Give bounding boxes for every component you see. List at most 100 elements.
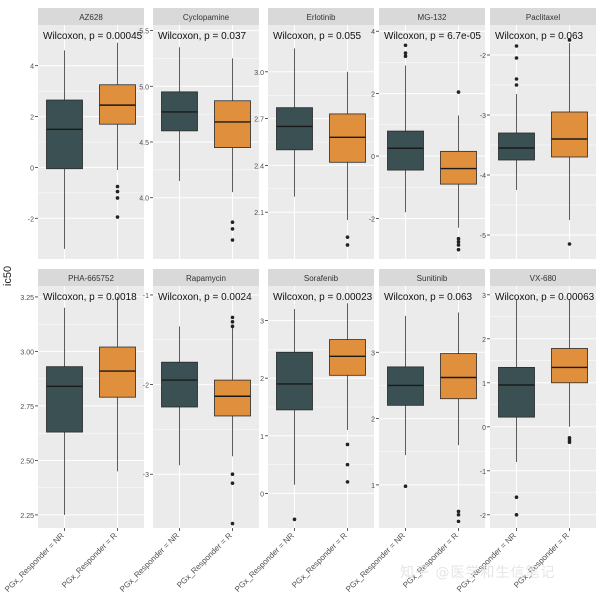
facet-pha-665752: PHA-665752 2.25 2.50 2.75 3.00 3.25 Wilcoxon, … <box>3 269 144 594</box>
outlier-point <box>514 83 519 87</box>
box-nr <box>161 361 198 408</box>
facet-strip <box>38 269 144 286</box>
y-tick-label: 2 <box>371 417 375 424</box>
wilcoxon-annotation: Wilcoxon, p = 6.7e-05 <box>384 31 481 42</box>
outlier-point <box>456 243 461 247</box>
y-tick-label: -2 <box>143 383 149 390</box>
facet-strip <box>379 269 485 286</box>
box-nr <box>498 132 535 161</box>
y-tick-label: 0 <box>482 425 486 432</box>
y-tick-label: -2 <box>28 216 34 223</box>
outlier-point <box>403 43 408 48</box>
y-tick-label: 3.0 <box>254 70 264 77</box>
outlier-point <box>345 442 350 447</box>
y-tick-label: 4.5 <box>139 140 149 147</box>
outlier-point <box>403 484 408 489</box>
outlier-point <box>230 472 235 477</box>
outlier-point <box>403 51 408 55</box>
facet-strip-title: Rapamycin <box>186 274 226 283</box>
y-tick-label: 3 <box>371 350 375 357</box>
box-nr <box>46 99 83 170</box>
x-tick-label: PGx_Responder = NR <box>118 531 181 594</box>
outlier-point <box>345 462 350 467</box>
box-r <box>440 353 477 400</box>
box-nr <box>276 351 313 411</box>
box-nr <box>46 366 83 433</box>
outlier-point <box>514 495 519 500</box>
outlier-point <box>514 44 519 48</box>
y-tick-label: 4 <box>30 64 34 71</box>
outlier-point <box>230 521 235 526</box>
outlier-point <box>567 38 572 42</box>
outlier-point <box>345 480 350 484</box>
outlier-point <box>230 320 235 324</box>
box-nr <box>276 107 313 151</box>
outlier-point <box>514 513 519 517</box>
facet-strip-title: VX-680 <box>530 274 557 283</box>
facet-strip <box>38 8 144 25</box>
outlier-point <box>567 242 572 246</box>
box-nr <box>498 366 535 418</box>
outlier-point <box>230 315 235 320</box>
outlier-point <box>456 512 461 517</box>
y-tick-label: 2.1 <box>254 210 264 217</box>
facet-erlotinib: Erlotinib 2.1 2.4 2.7 3.0 Wilcoxon, p = 0.055 <box>254 8 374 259</box>
y-tick-label: -5 <box>480 233 486 240</box>
y-tick-label: 4 <box>371 29 375 36</box>
facet-strip <box>153 269 259 286</box>
box-r <box>214 100 251 148</box>
wilcoxon-annotation: Wilcoxon, p = 0.063 <box>384 292 473 303</box>
y-tick-label: -3 <box>480 113 486 120</box>
outlier-point <box>456 240 461 244</box>
outlier-point <box>115 184 120 189</box>
y-tick-label: -2 <box>369 216 375 223</box>
outlier-point <box>514 77 519 81</box>
facet-strip-title: Paclitaxel <box>526 13 560 22</box>
outlier-point <box>403 54 408 58</box>
x-tick-label: PGx_Responder = R <box>290 531 349 590</box>
facet-mg-132: MG-132 -2 0 2 4 Wilcoxon, p = 6.7e-05 <box>369 8 485 259</box>
box-r <box>551 348 588 384</box>
y-tick-label: 2.50 <box>20 458 34 465</box>
outlier-point <box>115 189 120 194</box>
y-tick-label: -1 <box>143 293 149 300</box>
facet-strip <box>268 8 374 25</box>
y-tick-label: 5.0 <box>139 84 149 91</box>
x-tick-label: PGx_Responder = NR <box>344 531 407 594</box>
y-tick-label: 2.25 <box>20 513 34 520</box>
y-tick-label: 3 <box>482 293 486 300</box>
facet-strip-title: AZ628 <box>79 13 103 22</box>
box-nr <box>387 130 424 171</box>
outlier-point <box>456 247 461 252</box>
outlier-point <box>230 238 235 242</box>
y-tick-label: -2 <box>480 53 486 60</box>
facet-az628: AZ628 -2 0 2 4 Wilcoxon, p = 0.00045 <box>28 8 144 259</box>
y-axis-label: ic50 <box>2 266 14 286</box>
y-tick-label: 3 <box>260 319 264 326</box>
wilcoxon-annotation: Wilcoxon, p = 0.037 <box>158 31 247 42</box>
outlier-point <box>230 324 235 329</box>
y-tick-label: 4.0 <box>139 196 149 203</box>
y-tick-label: 3.25 <box>20 295 34 302</box>
wilcoxon-annotation: Wilcoxon, p = 0.0018 <box>43 292 137 303</box>
wilcoxon-annotation: Wilcoxon, p = 0.00063 <box>495 292 595 303</box>
box-r <box>329 339 366 376</box>
facet-strip-title: Sunitinib <box>417 274 448 283</box>
panel-background <box>379 286 485 528</box>
y-tick-label: 0 <box>260 491 264 498</box>
facet-rapamycin: Rapamycin -3 -2 -1 Wilcoxon, p = 0.0024 PGx_R… <box>118 269 259 594</box>
y-tick-label: 1 <box>260 434 264 441</box>
y-tick-label: 0 <box>371 154 375 161</box>
outlier-point <box>345 235 350 239</box>
y-tick-label: 2.75 <box>20 404 34 411</box>
x-tick-label: PGx_Responder = NR <box>233 531 296 594</box>
outlier-point <box>230 220 235 225</box>
y-tick-label: 5.5 <box>139 29 149 36</box>
y-tick-label: 2.4 <box>254 163 264 170</box>
facet-strip <box>153 8 259 25</box>
wilcoxon-annotation: Wilcoxon, p = 0.063 <box>495 31 584 42</box>
facet-strip <box>490 8 596 25</box>
wilcoxon-annotation: Wilcoxon, p = 0.055 <box>273 31 362 42</box>
y-tick-label: 2 <box>371 92 375 99</box>
